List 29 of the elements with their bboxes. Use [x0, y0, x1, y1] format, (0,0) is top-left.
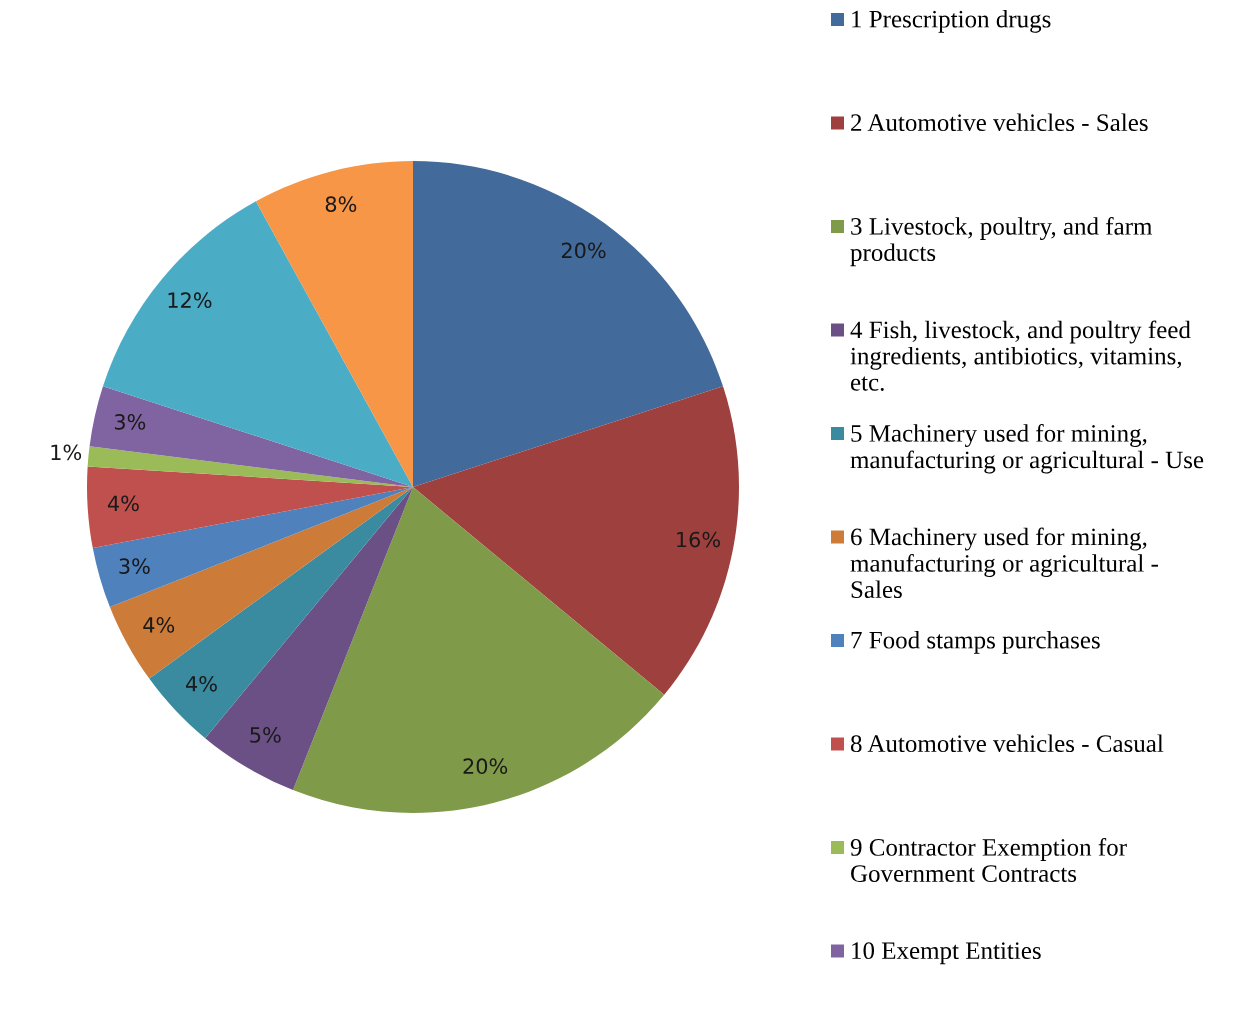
data-label: 3% [119, 558, 150, 574]
data-label: 4% [185, 675, 217, 692]
legend-label: 9 Contractor Exemption for Government Contracts [850, 838, 1127, 882]
data-label: 20% [463, 758, 508, 775]
legend-label: 3 Livestock, poultry, and farm products [850, 217, 1153, 267]
data-label: 5% [250, 727, 281, 743]
data-label: 16% [677, 531, 720, 548]
pie-slice [87, 466, 413, 549]
data-label: 20% [561, 242, 606, 259]
legend-label: 8 Automotive vehicles - Casual [850, 734, 1164, 753]
pie-slice [413, 161, 724, 487]
legend-label: 2 Automotive vehicles - Sales [851, 113, 1148, 132]
pie-slice [292, 487, 665, 813]
data-label: 1% [51, 444, 82, 461]
legend-label: 10 Exempt Entities [852, 942, 1041, 965]
data-label: 8% [325, 196, 357, 213]
legend-label: 1 Prescription drugs [852, 10, 1051, 33]
data-label: 3% [114, 413, 146, 430]
data-label: 4% [143, 617, 175, 633]
legend-label: 7 Food stamps purchases [851, 631, 1100, 654]
data-label: 12% [168, 292, 212, 309]
pie-slice [92, 487, 413, 608]
legend-label: 6 Machinery used for mining, manufacturing or agricultural - Sales [850, 527, 1158, 599]
data-label: 4% [107, 495, 139, 512]
pie-slice [255, 161, 413, 487]
pie-slice [413, 386, 739, 695]
legend-label: 4 Fish, livestock, and poultry feed ingredients, antibiotics, vitamins, etc. [850, 320, 1191, 391]
pie-slice [89, 386, 413, 487]
legend-label: 5 Machinery used for mining, manufacturing or agricultural - Use [850, 424, 1204, 474]
